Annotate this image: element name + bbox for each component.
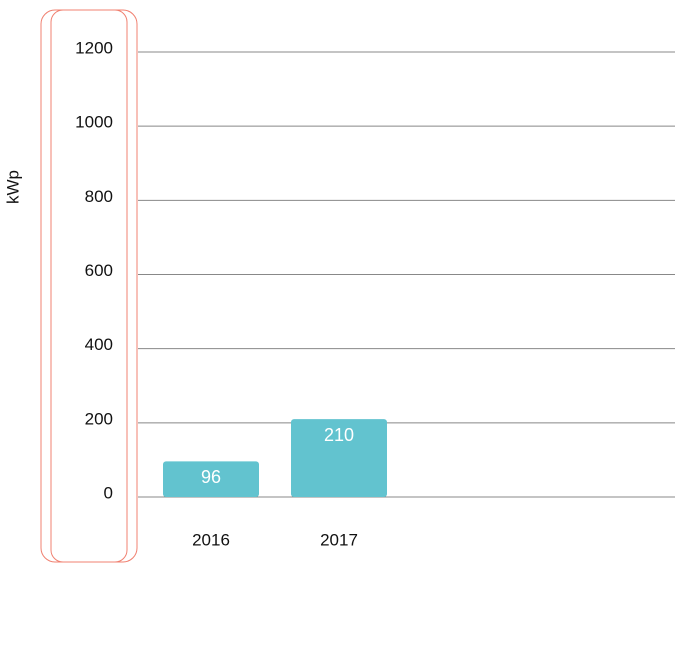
y-tick-label: 800 [85, 187, 113, 206]
value-label: 96 [201, 467, 221, 487]
y-tick-label: 600 [85, 261, 113, 280]
x-tick-label: 2016 [192, 530, 230, 549]
highlight-inner [50, 9, 128, 563]
y-tick-label: 1200 [75, 38, 113, 57]
y-tick-label: 200 [85, 409, 113, 428]
highlight-outer [40, 9, 138, 563]
y-axis-label: kWp [3, 170, 22, 204]
value-label: 210 [324, 425, 354, 445]
y-tick-label: 1000 [75, 113, 113, 132]
x-tick-label: 2017 [320, 530, 358, 549]
y-tick-label: 0 [104, 483, 113, 502]
bar [163, 461, 259, 497]
bar [291, 419, 387, 497]
y-tick-label: 400 [85, 335, 113, 354]
